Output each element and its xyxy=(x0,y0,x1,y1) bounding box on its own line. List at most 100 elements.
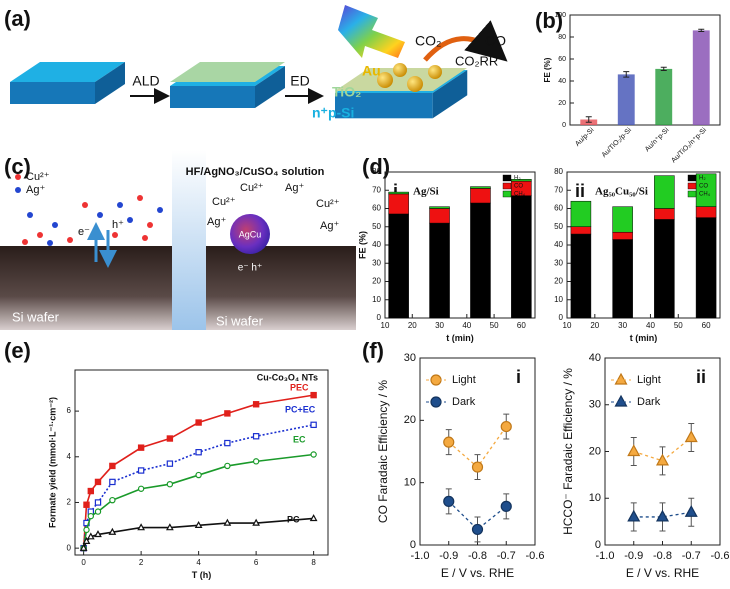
marker xyxy=(94,478,102,486)
marker xyxy=(310,391,317,399)
ion-label: Ag⁺ xyxy=(320,220,339,232)
legend-swatch xyxy=(687,174,697,182)
legend-label: Dark xyxy=(637,396,661,408)
schematic-c: Si wafer Si wafer HF/AgNO₃/CuSO₄ solutio… xyxy=(0,150,356,330)
y-tick-label: 20 xyxy=(558,100,566,107)
bar-segment xyxy=(570,200,592,227)
marker xyxy=(500,420,512,433)
y-tick-label: 30 xyxy=(372,258,381,267)
x-tick-label: 10 xyxy=(563,321,572,330)
x-axis-label: t (min) xyxy=(630,333,658,343)
y-tick-label: 20 xyxy=(589,445,601,457)
panel-label: (e) xyxy=(4,338,31,363)
marker xyxy=(166,435,174,442)
x-tick-label: -0.7 xyxy=(682,550,701,562)
y-tick-label: 30 xyxy=(589,399,601,411)
x-tick-label: -0.8 xyxy=(653,550,672,562)
x-tick-label: 20 xyxy=(590,321,599,330)
marker xyxy=(166,480,174,488)
reaction-label: CO₂RR xyxy=(455,53,498,68)
annotation: Cu-Co₃O₄ NTs xyxy=(257,372,318,382)
marker xyxy=(614,394,628,407)
x-tick-label: 10 xyxy=(381,321,390,330)
bar-segment xyxy=(695,206,717,218)
x-tick-label: 30 xyxy=(435,321,444,330)
x-tick-label: -0.6 xyxy=(711,550,730,562)
x-tick-label: 8 xyxy=(311,558,316,567)
x-tick-label: 2 xyxy=(139,558,144,567)
y-tick-label: 30 xyxy=(554,258,563,267)
y-tick-label: 6 xyxy=(67,406,72,415)
substrate-block xyxy=(10,62,125,104)
bar-segment xyxy=(570,233,592,319)
y-axis-label: FE (%) xyxy=(357,231,367,259)
y-tick-label: 20 xyxy=(372,277,381,286)
marker xyxy=(614,372,628,385)
y-tick-label: 0 xyxy=(410,539,416,551)
error-bar xyxy=(660,66,667,72)
marker xyxy=(195,419,202,426)
bar-segment xyxy=(429,208,450,224)
marker xyxy=(443,436,455,448)
panel-label: (a) xyxy=(4,6,31,31)
marker xyxy=(471,461,484,473)
marker xyxy=(166,523,174,531)
x-tick-label: Au/TiO₂/n⁺p-Si xyxy=(670,126,708,164)
marker xyxy=(82,536,91,544)
x-tick-label: 4 xyxy=(196,558,201,567)
error-bar xyxy=(698,28,705,32)
step-label: ED xyxy=(290,73,309,89)
marker xyxy=(443,495,455,507)
y-tick-label: 10 xyxy=(372,295,381,304)
y-tick-label: 10 xyxy=(404,477,416,489)
y-tick-label: 10 xyxy=(554,295,563,304)
y-tick-label: 4 xyxy=(67,452,72,461)
bar-segment xyxy=(695,217,717,319)
x-tick-label: -0.7 xyxy=(497,550,516,562)
si-wafer xyxy=(0,246,172,330)
marker xyxy=(195,471,202,479)
ion-label: Cu²⁺ xyxy=(212,196,236,208)
y-tick-label: 0 xyxy=(377,313,382,322)
schematic-a: ALD ED CO₂ CO₂RR CO Au TiO₂ n⁺p-Si xyxy=(10,5,508,121)
y-tick-label: 70 xyxy=(372,185,381,194)
marker xyxy=(310,421,317,429)
bar-segment xyxy=(695,173,717,207)
marker xyxy=(108,527,117,535)
carrier-label: e⁻ h⁺ xyxy=(238,263,262,274)
bar-segment xyxy=(654,175,675,209)
x-tick-label: -1.0 xyxy=(596,550,615,562)
bar-segment xyxy=(470,186,491,189)
y-tick-label: 50 xyxy=(554,222,563,231)
x-tick-label: 60 xyxy=(702,321,711,330)
y-tick-label: 60 xyxy=(558,56,566,63)
y-axis-label: CO Faradaic Efficiency / % xyxy=(376,380,390,523)
legend-label: CO xyxy=(699,184,708,190)
y-tick-label: 100 xyxy=(554,12,566,19)
legend-dot xyxy=(15,187,21,193)
legend-label: Light xyxy=(637,374,661,386)
substrate-label: Si wafer xyxy=(12,309,60,324)
legend-dot xyxy=(15,174,21,180)
marker xyxy=(195,449,202,456)
marker xyxy=(252,401,260,408)
step-label: ALD xyxy=(132,73,159,89)
y-tick-label: 60 xyxy=(372,204,381,213)
y-axis-label: HCCO⁻ Faradaic Efficiency / % xyxy=(561,368,575,535)
x-tick-label: 30 xyxy=(618,321,627,330)
bar-segment xyxy=(511,179,532,182)
au-particle xyxy=(393,63,407,77)
au-particle xyxy=(428,65,442,79)
marker xyxy=(83,501,90,508)
x-tick-label: 6 xyxy=(254,558,259,567)
legend-label: Light xyxy=(452,374,476,386)
x-tick-label: -0.9 xyxy=(624,550,643,562)
si-wafer xyxy=(206,246,356,330)
bar-segment xyxy=(388,193,409,215)
x-axis-label: t (min) xyxy=(446,333,474,343)
y-tick-label: 60 xyxy=(554,204,563,213)
legend-swatch xyxy=(687,190,697,198)
panel-index: ii xyxy=(575,181,585,201)
bar xyxy=(692,30,710,125)
y-axis-label: Formate yield (mmol·L⁻¹·cm⁻²) xyxy=(47,397,57,528)
